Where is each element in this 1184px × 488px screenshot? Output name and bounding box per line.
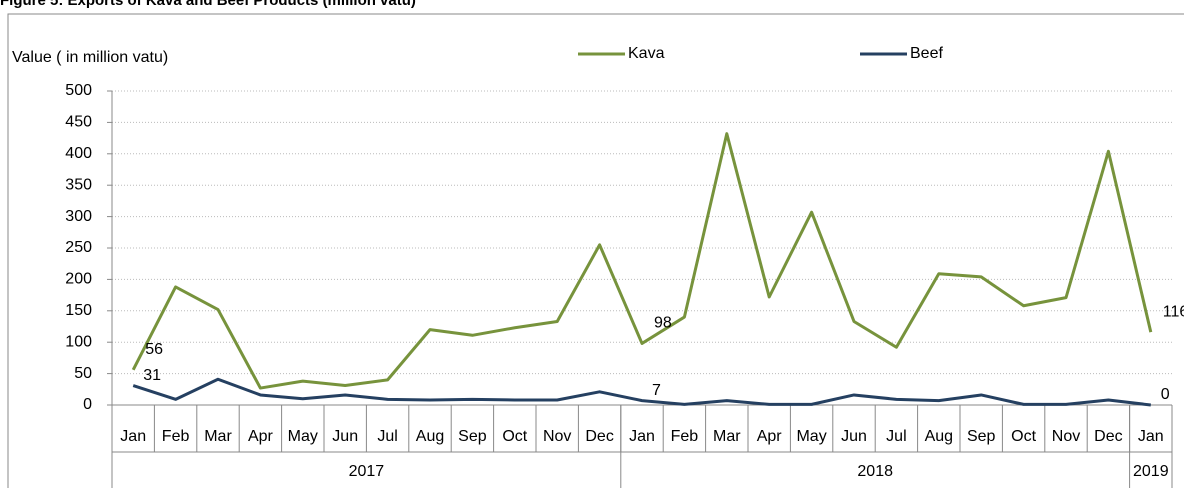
- x-tick-label: May: [288, 428, 318, 445]
- x-tick-label: May: [796, 428, 826, 445]
- legend-label: Beef: [910, 45, 943, 62]
- x-tick-label: Jul: [886, 428, 906, 445]
- x-tick-label: Dec: [585, 428, 613, 445]
- y-tick-label: 0: [83, 396, 92, 413]
- y-tick-label: 100: [65, 333, 92, 350]
- x-group-label: 2017: [349, 463, 385, 480]
- x-tick-label: Sep: [458, 428, 487, 445]
- y-tick-label: 200: [65, 271, 92, 288]
- data-label: 31: [143, 367, 161, 384]
- y-tick-label: 450: [65, 114, 92, 131]
- x-tick-label: Apr: [248, 428, 274, 445]
- y-tick-label: 300: [65, 208, 92, 225]
- x-tick-label: Oct: [502, 428, 527, 445]
- x-tick-label: Aug: [925, 428, 953, 445]
- x-tick-label: Jun: [841, 428, 867, 445]
- x-group-label: 2018: [857, 463, 893, 480]
- y-tick-label: 500: [65, 82, 92, 99]
- x-tick-label: Nov: [1052, 428, 1080, 445]
- x-tick-label: Mar: [713, 428, 741, 445]
- x-tick-label: Aug: [416, 428, 444, 445]
- x-tick-label: Jan: [629, 428, 655, 445]
- data-label: 56: [145, 341, 163, 358]
- data-label: 7: [652, 382, 661, 399]
- x-tick-label: Sep: [967, 428, 996, 445]
- y-tick-label: 150: [65, 302, 92, 319]
- x-tick-label: Feb: [671, 428, 699, 445]
- y-tick-label: 250: [65, 239, 92, 256]
- x-tick-label: Dec: [1094, 428, 1122, 445]
- x-tick-label: Apr: [757, 428, 783, 445]
- y-axis-label: Value ( in million vatu): [12, 49, 168, 66]
- x-tick-label: Jan: [1138, 428, 1164, 445]
- x-tick-label: Jun: [332, 428, 358, 445]
- y-tick-label: 400: [65, 145, 92, 162]
- x-tick-label: Oct: [1011, 428, 1036, 445]
- x-group-label: 2019: [1133, 463, 1169, 480]
- legend-label: Kava: [628, 45, 665, 62]
- x-tick-label: Mar: [204, 428, 232, 445]
- data-label: 116: [1163, 303, 1184, 320]
- series-line: [131, 132, 1153, 390]
- data-label: 0: [1161, 386, 1170, 403]
- data-label: 98: [654, 315, 672, 332]
- x-tick-label: Nov: [543, 428, 571, 445]
- y-tick-label: 350: [65, 176, 92, 193]
- series-line: [132, 377, 1151, 407]
- x-tick-label: Jan: [120, 428, 146, 445]
- x-tick-label: Feb: [162, 428, 190, 445]
- x-tick-label: Jul: [377, 428, 397, 445]
- chart-title: Figure 5: Exports of Kava and Beef Produ…: [0, 0, 416, 9]
- y-tick-label: 50: [74, 365, 92, 382]
